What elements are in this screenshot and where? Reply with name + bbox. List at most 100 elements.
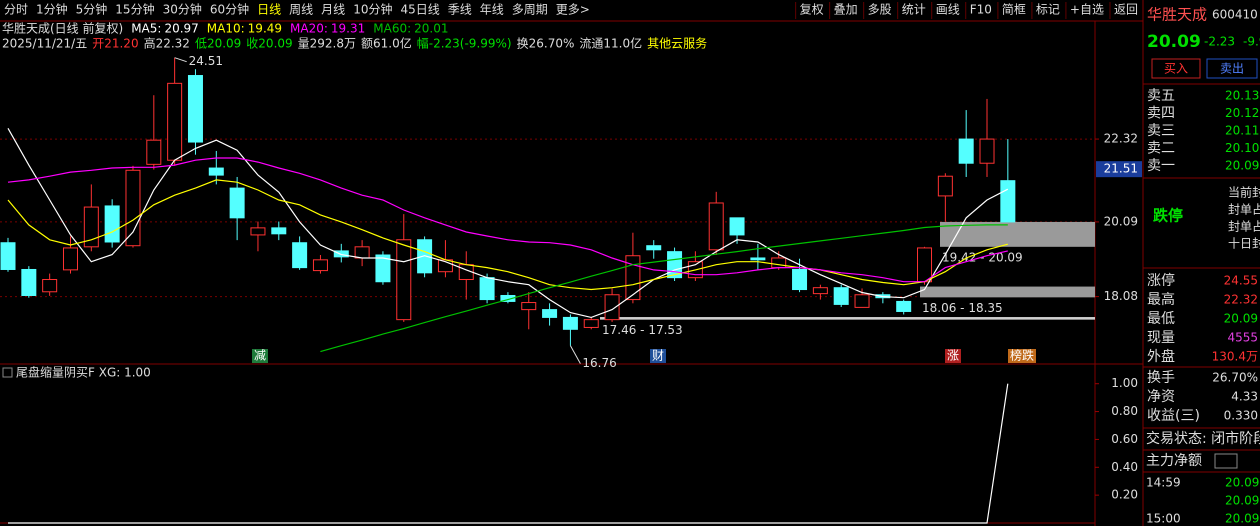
tick-price: 20.09: [1225, 476, 1259, 490]
info-item: 额61.0亿: [361, 36, 412, 51]
event-label: 榜跌: [1010, 348, 1034, 363]
toolbar-item[interactable]: 30分钟: [163, 2, 202, 17]
candle-body: [83, 206, 99, 248]
toolbar-item[interactable]: 更多>: [556, 3, 590, 17]
stat-label: 现量: [1147, 330, 1175, 346]
candle-body: [62, 247, 78, 271]
event-label: 减: [254, 349, 266, 363]
info-item: 2025/11/21/五: [2, 37, 87, 51]
legend-value: 19.31: [331, 22, 365, 36]
info-item: 开21.20: [92, 37, 138, 51]
toolbar-item[interactable]: 1分钟: [36, 2, 68, 17]
candle-body: [833, 287, 849, 305]
high-marker: 24.51: [189, 54, 223, 68]
ma-line: [7, 128, 1009, 319]
candle-body: [250, 227, 266, 236]
candle-body: [521, 302, 537, 311]
low-marker: 16.76: [582, 356, 616, 370]
toolbar-item[interactable]: 标记: [1036, 3, 1060, 17]
buy-button[interactable]: [1151, 58, 1201, 79]
zone-label: 17.46 - 17.53: [602, 323, 683, 337]
candle-body: [708, 202, 724, 251]
toolbar-item[interactable]: 返回: [1114, 3, 1138, 17]
info-item: 流通11.0亿: [579, 36, 642, 51]
limit-note: 封单占: [1228, 219, 1260, 234]
sell-button[interactable]: [1206, 58, 1258, 79]
flow-icon: [1214, 453, 1238, 469]
info-item: 幅-2.23(-9.99%): [417, 36, 512, 51]
toolbar-item[interactable]: 45日线: [400, 3, 439, 17]
trade-state: 交易状态: 闭市阶段: [1146, 430, 1260, 447]
stat-value: 130.4万: [1212, 350, 1258, 364]
toolbar-item[interactable]: 叠加: [834, 3, 858, 17]
ask-label: 卖二: [1147, 141, 1175, 157]
stock-code: 600410: [1212, 8, 1258, 22]
ask-label: 卖五: [1147, 88, 1175, 104]
chart-title: 华胜天成(日线 前复权): [2, 21, 123, 36]
event-label: 涨: [947, 348, 959, 363]
y-tick-label: 0.60: [1111, 432, 1138, 446]
candle-body: [625, 255, 641, 301]
toolbar-item[interactable]: 10分钟: [353, 2, 392, 17]
candle-body: [375, 254, 391, 283]
legend-value: 20.97: [164, 22, 198, 36]
cursor-price: 21.51: [1104, 162, 1138, 176]
ask-label: 卖三: [1147, 123, 1175, 139]
indicator-title: 尾盘缩量阴买F XG: 1.00: [16, 365, 151, 380]
stat-value: 24.55: [1224, 274, 1258, 288]
event-badge: [945, 349, 961, 363]
toolbar-item[interactable]: 复权: [800, 3, 824, 17]
stat-value: 4555: [1227, 331, 1258, 345]
zone-label: 18.06 - 18.35: [922, 301, 1003, 315]
marker-line: [569, 345, 581, 364]
toolbar-item[interactable]: 季线: [448, 3, 472, 17]
info-item: 高22.32: [144, 36, 190, 51]
stat-label: 净资: [1147, 389, 1175, 405]
toolbar-item[interactable]: 多周期: [512, 3, 548, 17]
toolbar-item[interactable]: 15分钟: [115, 2, 154, 17]
toolbar-item[interactable]: 统计: [902, 3, 926, 17]
toolbar-item[interactable]: F10: [970, 3, 992, 17]
toolbar-item[interactable]: +自选: [1070, 3, 1104, 17]
toolbar-item[interactable]: 画线: [936, 3, 960, 17]
toolbar-item[interactable]: 60分钟: [210, 2, 249, 17]
stat-value: 22.32: [1224, 293, 1258, 307]
toolbar-item[interactable]: 5分钟: [76, 2, 108, 17]
stat-label: 收益(三): [1147, 408, 1200, 424]
y-tick-label: 0.20: [1111, 488, 1138, 502]
candle-body: [937, 175, 953, 197]
toolbar-item[interactable]: 日线: [257, 3, 281, 17]
legend-entry: MA20:: [290, 22, 328, 36]
stock-name: 华胜天成: [1147, 6, 1207, 24]
event-label: 财: [652, 349, 664, 363]
ma-line: [7, 157, 1008, 283]
toolbar-item[interactable]: 年线: [480, 3, 504, 17]
toolbar-item[interactable]: 简框: [1002, 3, 1026, 17]
candle-body: [125, 169, 141, 247]
candle-body: [854, 294, 870, 308]
toolbar-item[interactable]: 分时: [4, 3, 28, 17]
event-badge: [1008, 349, 1036, 363]
stat-value: 0.330: [1224, 409, 1258, 423]
candle-body: [958, 138, 974, 164]
main-flow: 主力净额: [1146, 453, 1202, 469]
price-zone: [940, 221, 1095, 247]
cursor-price-box: [1096, 161, 1142, 178]
candle-body: [979, 138, 995, 164]
candle-body: [354, 246, 370, 259]
toolbar-item[interactable]: 多股: [868, 3, 892, 17]
candle-body: [500, 294, 516, 302]
candle-body: [604, 294, 620, 321]
y-tick-label: 22.32: [1104, 132, 1138, 146]
candle-body: [229, 187, 245, 219]
legend-entry: MA10:: [207, 22, 245, 36]
ma-line: [8, 383, 1009, 524]
candle-body: [396, 239, 412, 321]
candle-body: [1000, 180, 1016, 223]
candle-body: [562, 316, 578, 330]
toolbar-item[interactable]: 月线: [321, 3, 345, 17]
candle-body: [896, 300, 912, 312]
toolbar-item[interactable]: 周线: [289, 3, 313, 17]
limit-note: 十日封: [1228, 237, 1260, 251]
